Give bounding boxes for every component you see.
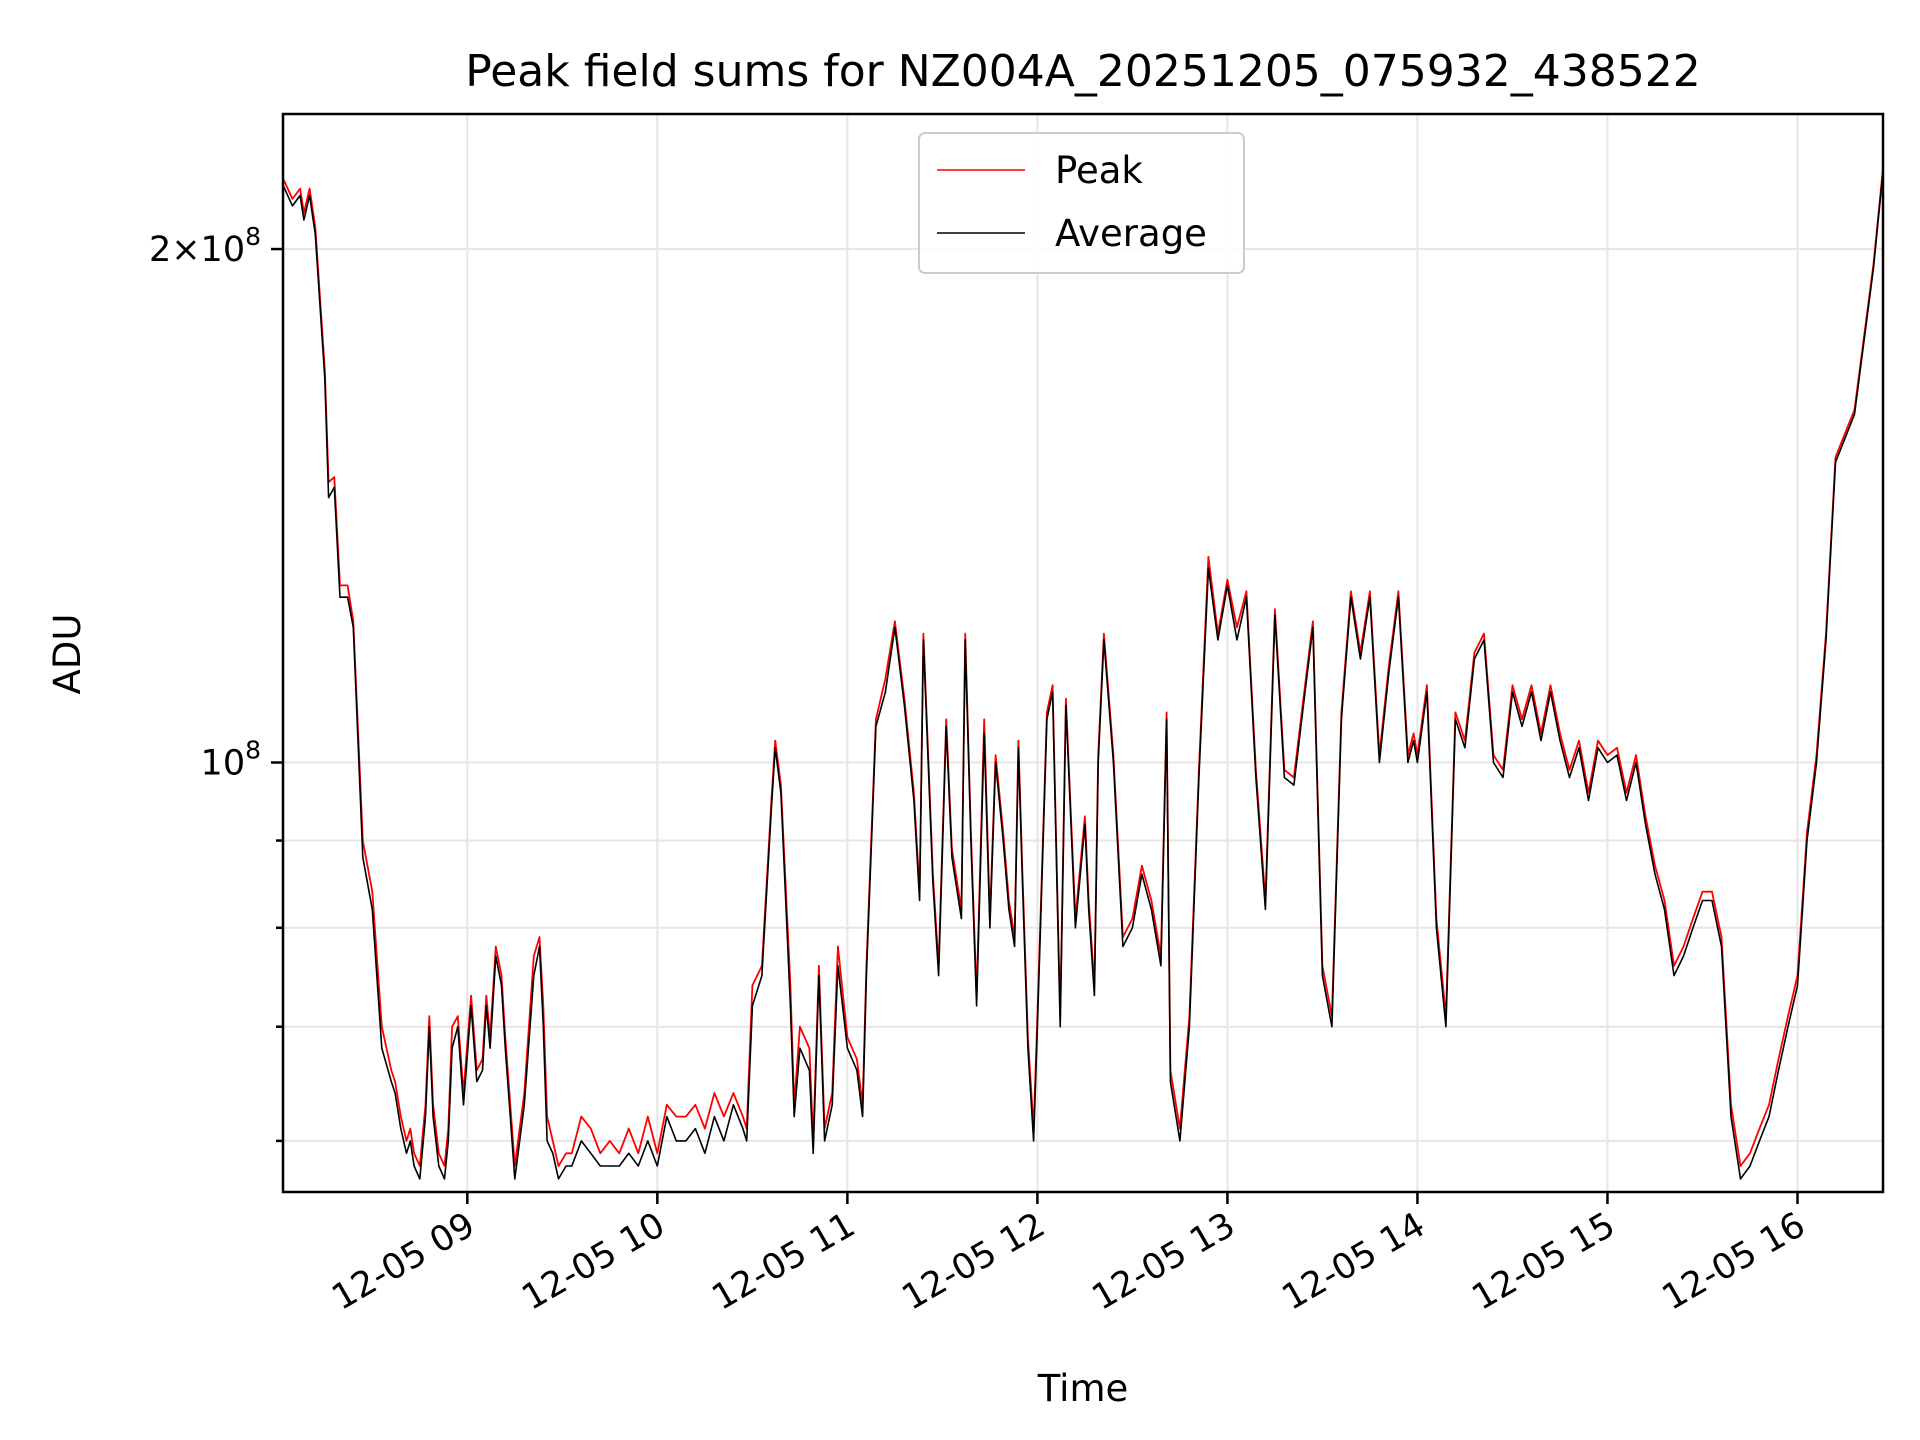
axes-frame bbox=[281, 112, 1885, 1194]
y-tick-label: 108 bbox=[201, 736, 261, 784]
x-tick-label: 12-05 15 bbox=[1466, 1205, 1622, 1318]
y-axis-label: ADU bbox=[46, 614, 89, 695]
axis-ticks: 12-05 09 12-05 10 12-05 11 12-05 12 12-05 13… bbox=[149, 222, 1812, 1318]
series-average-line bbox=[282, 171, 1884, 1180]
legend-average-label: Average bbox=[1055, 212, 1207, 255]
x-tick-label: 12-05 11 bbox=[706, 1205, 862, 1318]
x-tick-label: 12-05 16 bbox=[1656, 1205, 1812, 1318]
x-tick-label: 12-05 09 bbox=[326, 1205, 482, 1318]
series-peak-line bbox=[282, 168, 1884, 1167]
legend: Peak Average bbox=[918, 132, 1245, 274]
x-tick-label: 12-05 13 bbox=[1086, 1205, 1242, 1318]
chart-title: Peak field sums for NZ004A_20251205_0759… bbox=[465, 46, 1700, 97]
legend-peak-label: Peak bbox=[1055, 149, 1143, 192]
x-tick-label: 12-05 14 bbox=[1276, 1205, 1432, 1318]
x-axis-label: Time bbox=[1037, 1367, 1129, 1410]
plot-area bbox=[282, 168, 1884, 1180]
x-tick-label: 12-05 10 bbox=[516, 1205, 672, 1318]
y-tick-label: 2×108 bbox=[149, 222, 261, 270]
x-tick-label: 12-05 12 bbox=[896, 1205, 1052, 1318]
legend-box bbox=[918, 132, 1245, 274]
grid bbox=[283, 114, 1883, 1192]
